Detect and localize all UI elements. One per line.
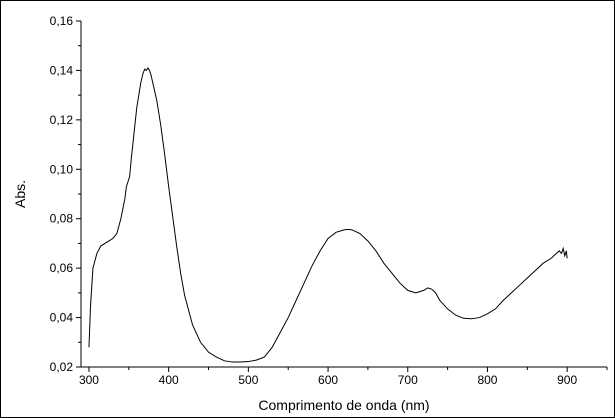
y-axis-label: Abs.: [12, 180, 28, 208]
x-tick-label: 400: [159, 373, 179, 387]
x-tick-label: 900: [557, 373, 577, 387]
x-ticks: 300 400 500 600 700 800 900: [79, 367, 607, 387]
axes: [81, 21, 607, 367]
y-tick-label: 0,02: [50, 360, 74, 374]
x-tick-label: 300: [79, 373, 99, 387]
y-tick-label: 0,04: [50, 311, 74, 325]
y-tick-label: 0,10: [50, 162, 74, 176]
x-tick-label: 500: [238, 373, 258, 387]
y-tick-label: 0,08: [50, 212, 74, 226]
x-tick-label: 600: [318, 373, 338, 387]
y-tick-label: 0,16: [50, 14, 74, 28]
x-tick-label: 700: [398, 373, 418, 387]
absorbance-series-line: [89, 68, 567, 362]
y-ticks: 0,02 0,04 0,06 0,08 0,10 0,12 0,14 0,16: [50, 14, 81, 374]
x-axis-label: Comprimento de onda (nm): [258, 397, 429, 413]
y-tick-label: 0,12: [50, 113, 74, 127]
x-tick-label: 800: [477, 373, 497, 387]
y-tick-label: 0,14: [50, 63, 74, 77]
y-tick-label: 0,06: [50, 261, 74, 275]
